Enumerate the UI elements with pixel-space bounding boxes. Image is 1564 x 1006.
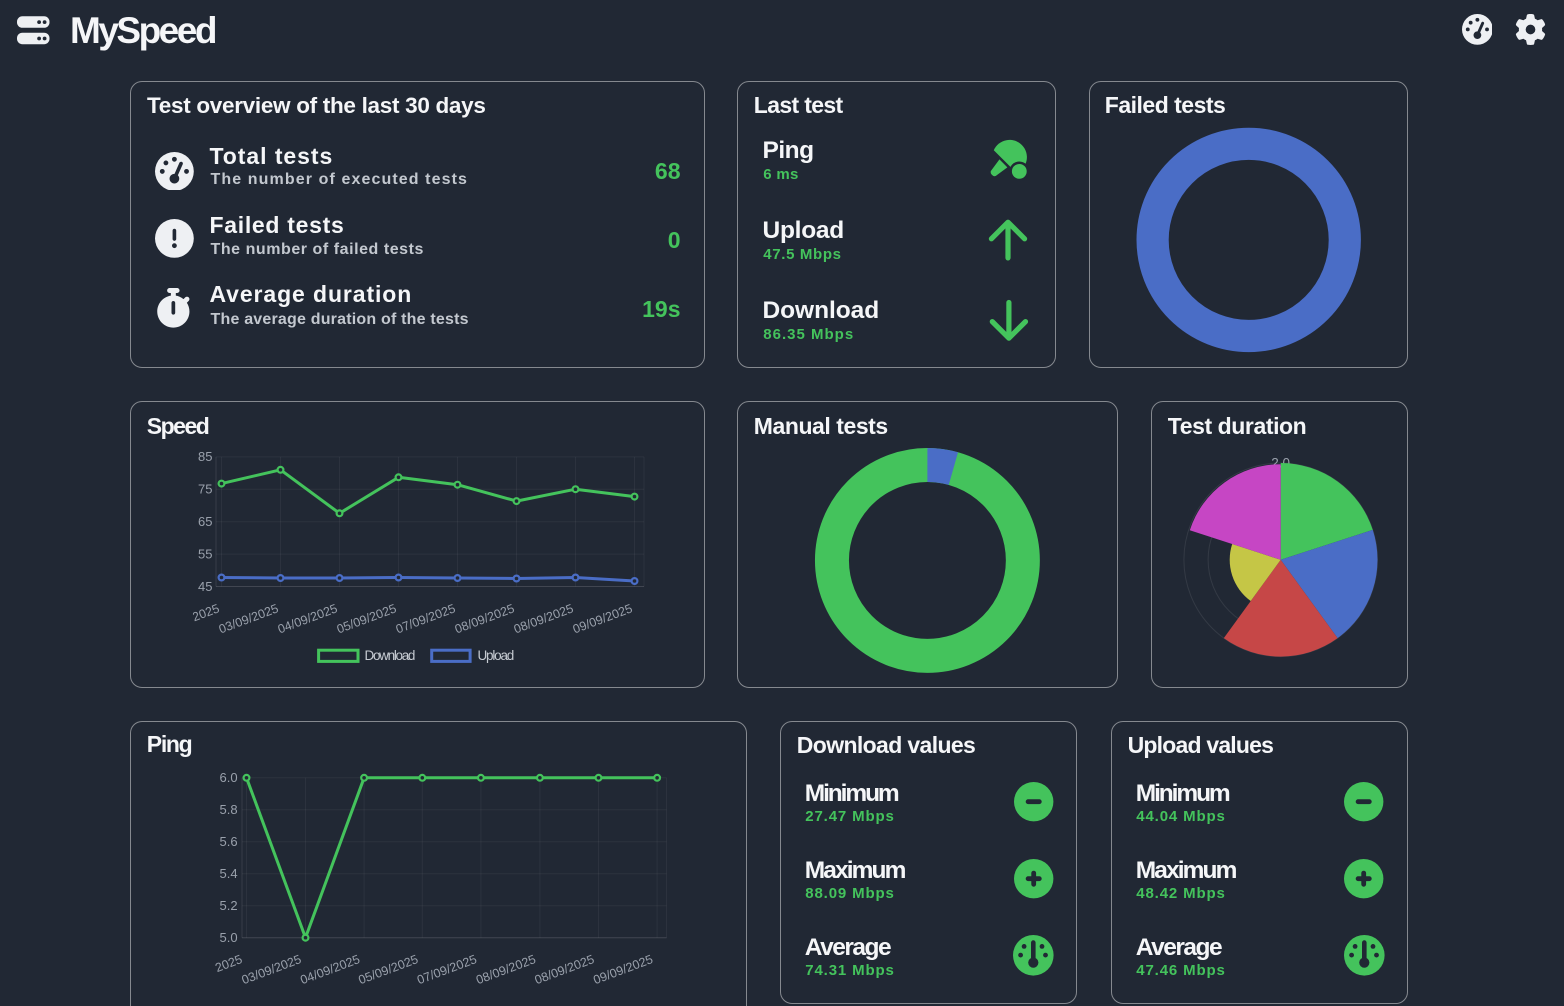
svg-text:07/09/2025: 07/09/2025 bbox=[393, 601, 457, 636]
svg-text:08/09/2025: 08/09/2025 bbox=[474, 952, 538, 987]
svg-text:Upload: Upload bbox=[477, 648, 513, 663]
svg-text:03/09/2025: 03/09/2025 bbox=[239, 952, 303, 987]
svg-text:02/09/2025: 02/09/2025 bbox=[215, 952, 244, 987]
svg-text:5.8: 5.8 bbox=[219, 802, 237, 817]
svg-text:09/09/2025: 09/09/2025 bbox=[591, 952, 655, 987]
svg-text:02/09/2025: 02/09/2025 bbox=[193, 601, 221, 636]
svg-text:07/09/2025: 07/09/2025 bbox=[415, 952, 479, 987]
svg-text:5.6: 5.6 bbox=[219, 834, 237, 849]
svg-text:5.2: 5.2 bbox=[219, 898, 237, 913]
svg-text:08/09/2025: 08/09/2025 bbox=[532, 952, 596, 987]
svg-text:05/09/2025: 05/09/2025 bbox=[356, 952, 420, 987]
svg-text:5.4: 5.4 bbox=[219, 866, 237, 881]
svg-text:45: 45 bbox=[198, 579, 212, 594]
svg-text:85: 85 bbox=[198, 449, 212, 464]
svg-text:65: 65 bbox=[198, 514, 212, 529]
svg-text:04/09/2025: 04/09/2025 bbox=[298, 952, 362, 987]
svg-text:6.0: 6.0 bbox=[219, 770, 237, 785]
svg-text:03/09/2025: 03/09/2025 bbox=[216, 601, 280, 636]
svg-text:75: 75 bbox=[198, 482, 212, 497]
svg-text:04/09/2025: 04/09/2025 bbox=[275, 601, 339, 636]
svg-text:08/09/2025: 08/09/2025 bbox=[452, 601, 516, 636]
svg-text:08/09/2025: 08/09/2025 bbox=[511, 601, 575, 636]
svg-text:05/09/2025: 05/09/2025 bbox=[334, 601, 398, 636]
svg-text:55: 55 bbox=[198, 546, 212, 561]
svg-text:09/09/2025: 09/09/2025 bbox=[570, 601, 634, 636]
svg-text:5.0: 5.0 bbox=[219, 930, 237, 945]
svg-text:Download: Download bbox=[364, 648, 414, 663]
